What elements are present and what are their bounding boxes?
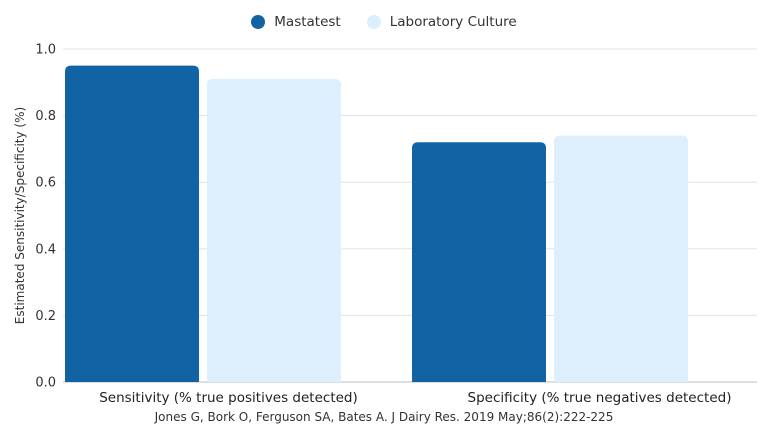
y-tick-label: 0.8 [35,109,56,124]
y-tick-label: 0.2 [35,309,56,324]
legend-swatch-mastatest [251,15,266,29]
y-tick-label: 1.0 [35,43,56,58]
y-axis-label: Estimated Sensitivity/Specificity (%) [13,107,27,324]
x-category-label: Sensitivity (% true positives detected) [99,390,358,406]
x-axis: Sensitivity (% true positives detected) S… [99,390,731,406]
source-citation: Jones G, Bork O, Ferguson SA, Bates A. J… [154,410,614,424]
bar-mastatest-specificity[interactable] [412,142,546,382]
y-axis: 0.0 0.2 0.4 0.6 0.8 1.0 [35,43,56,391]
legend-item-mastatest[interactable]: Mastatest [251,14,341,30]
legend-item-laboratory-culture[interactable]: Laboratory Culture [366,14,517,30]
x-category-label: Specificity (% true negatives detected) [468,390,732,406]
legend-swatch-laboratory-culture [366,15,381,29]
chart-legend: Mastatest Laboratory Culture [0,14,768,30]
bar-laboratory-culture-sensitivity[interactable] [207,78,341,382]
y-tick-label: 0.4 [35,242,56,257]
bar-laboratory-culture-specificity[interactable] [554,135,688,382]
legend-label-laboratory-culture: Laboratory Culture [389,14,517,30]
bar-mastatest-sensitivity[interactable] [65,65,199,383]
y-tick-label: 0.6 [35,176,56,191]
bars [65,65,688,383]
y-tick-label: 0.0 [35,376,56,391]
legend-label-mastatest: Mastatest [274,14,341,30]
